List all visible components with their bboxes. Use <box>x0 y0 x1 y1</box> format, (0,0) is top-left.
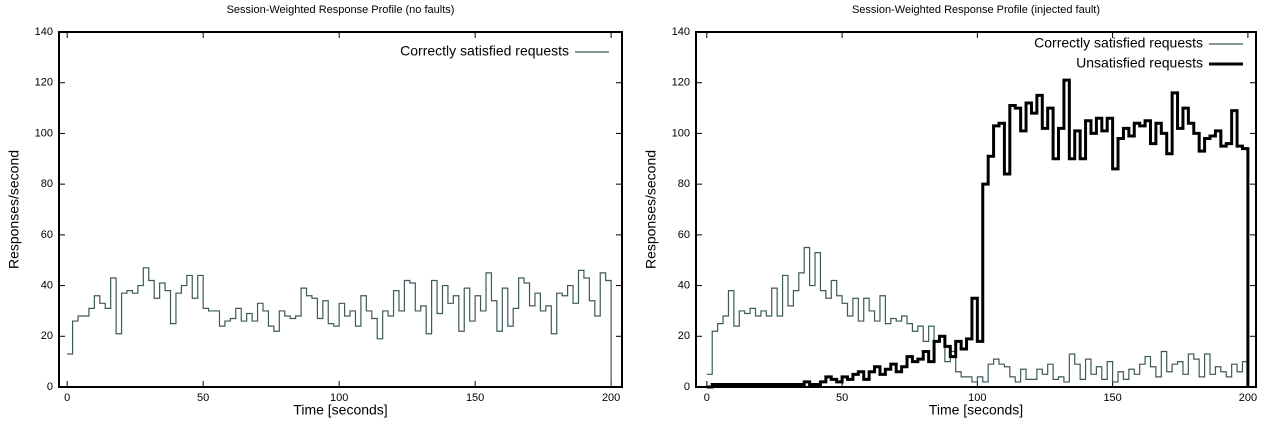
x-tick-label: 50 <box>836 392 848 404</box>
y-tick-label: 120 <box>35 77 53 89</box>
y-tick-label: 0 <box>684 381 690 393</box>
x-tick-label: 200 <box>1239 392 1257 404</box>
y-tick-label: 20 <box>678 330 690 342</box>
plot-frame <box>695 31 1257 388</box>
x-axis-label: Time [seconds] <box>929 402 1023 418</box>
x-tick-label: 100 <box>330 392 348 404</box>
chart-title: Session-Weighted Response Profile (no fa… <box>227 4 455 16</box>
y-tick-label: 140 <box>672 26 690 38</box>
x-axis-label: Time [seconds] <box>293 402 387 418</box>
y-tick-label: 40 <box>41 279 53 291</box>
plot-frame <box>58 31 623 388</box>
x-tick-label: 200 <box>602 392 620 404</box>
y-tick-label: 140 <box>35 26 53 38</box>
chart-title: Session-Weighted Response Profile (injec… <box>852 4 1100 16</box>
x-tick-label: 0 <box>64 392 70 404</box>
y-tick-label: 0 <box>47 381 53 393</box>
series-line <box>706 78 1250 389</box>
y-tick-label: 40 <box>678 279 690 291</box>
y-axis-label: Responses/second <box>643 150 659 269</box>
y-tick-label: 20 <box>41 330 53 342</box>
y-tick-label: 80 <box>678 178 690 190</box>
x-tick-label: 50 <box>197 392 209 404</box>
y-tick-label: 60 <box>41 229 53 241</box>
series-line <box>67 267 612 387</box>
y-tick-label: 80 <box>41 178 53 190</box>
x-tick-label: 0 <box>704 392 710 404</box>
legend-label: Correctly satisfied requests <box>400 43 569 59</box>
y-axis-label: Responses/second <box>6 150 22 269</box>
legend-label: Unsatisfied requests <box>1076 55 1203 71</box>
y-tick-label: 100 <box>35 127 53 139</box>
x-tick-label: 150 <box>466 392 484 404</box>
series-line <box>706 246 1249 387</box>
y-tick-label: 100 <box>672 127 690 139</box>
y-tick-label: 120 <box>672 77 690 89</box>
legend-label: Correctly satisfied requests <box>1034 35 1203 51</box>
y-tick-label: 60 <box>678 229 690 241</box>
x-tick-label: 150 <box>1103 392 1121 404</box>
x-tick-label: 100 <box>968 392 986 404</box>
